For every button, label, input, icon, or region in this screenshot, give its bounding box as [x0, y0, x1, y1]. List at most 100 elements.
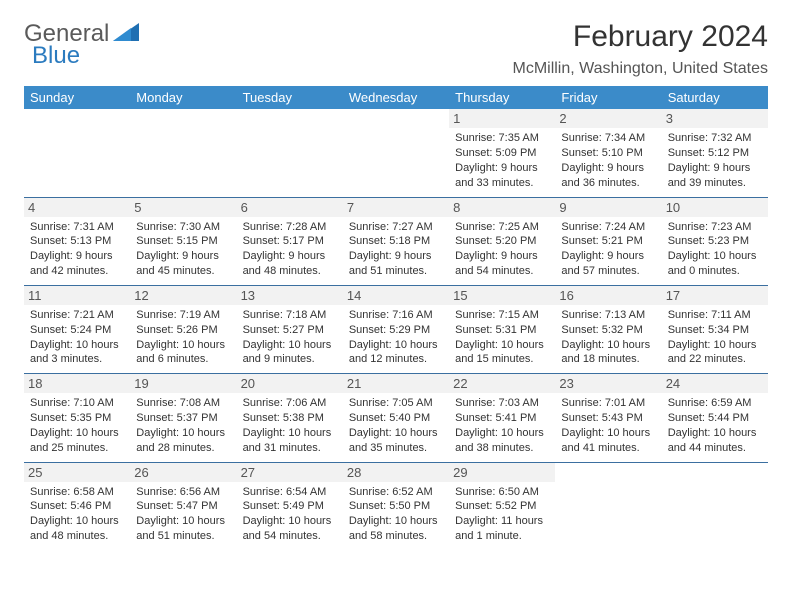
week-row: 25Sunrise: 6:58 AMSunset: 5:46 PMDayligh…	[24, 462, 768, 550]
day-number: 24	[662, 374, 768, 393]
day-info: Sunrise: 7:05 AMSunset: 5:40 PMDaylight:…	[349, 396, 443, 455]
day-cell: 8Sunrise: 7:25 AMSunset: 5:20 PMDaylight…	[449, 197, 555, 285]
day-info: Sunrise: 6:54 AMSunset: 5:49 PMDaylight:…	[243, 485, 337, 544]
day-cell: 1 Sunrise: 7:35 AMSunset: 5:09 PMDaylight…	[449, 109, 555, 197]
day-number: 1	[449, 109, 555, 128]
weekday-header: Wednesday	[343, 86, 449, 109]
day-cell: 17 Sunrise: 7:11 AMSunset: 5:34 PMDayligh…	[662, 285, 768, 373]
day-cell: 9Sunrise: 7:24 AMSunset: 5:21 PMDaylight…	[555, 197, 661, 285]
day-cell: 2 Sunrise: 7:34 AMSunset: 5:10 PMDaylight…	[555, 109, 661, 197]
day-number: 2	[555, 109, 661, 128]
day-info: Sunrise: 6:56 AMSunset: 5:47 PMDaylight:…	[136, 485, 230, 544]
day-cell: 20 Sunrise: 7:06 AMSunset: 5:38 PMDayligh…	[237, 374, 343, 462]
day-cell: 15 Sunrise: 7:15 AMSunset: 5:31 PMDayligh…	[449, 285, 555, 373]
day-cell: 23 Sunrise: 7:01 AMSunset: 5:43 PMDayligh…	[555, 374, 661, 462]
day-number: 23	[555, 374, 661, 393]
weekday-header: Saturday	[662, 86, 768, 109]
day-number: 10	[662, 198, 768, 217]
day-cell: 5 Sunrise: 7:30 AMSunset: 5:15 PMDaylight…	[130, 197, 236, 285]
day-cell: 7 Sunrise: 7:27 AMSunset: 5:18 PMDaylight…	[343, 197, 449, 285]
week-row: 1 Sunrise: 7:35 AMSunset: 5:09 PMDaylight…	[24, 109, 768, 197]
day-cell: 25Sunrise: 6:58 AMSunset: 5:46 PMDayligh…	[24, 462, 130, 550]
weekday-header: Sunday	[24, 86, 130, 109]
day-info: Sunrise: 7:27 AMSunset: 5:18 PMDaylight:…	[349, 220, 443, 279]
day-cell: 12 Sunrise: 7:19 AMSunset: 5:26 PMDayligh…	[130, 285, 236, 373]
weekday-header: Thursday	[449, 86, 555, 109]
day-info: Sunrise: 6:52 AMSunset: 5:50 PMDaylight:…	[349, 485, 443, 544]
day-cell: 13Sunrise: 7:18 AMSunset: 5:27 PMDayligh…	[237, 285, 343, 373]
day-cell: 18 Sunrise: 7:10 AMSunset: 5:35 PMDayligh…	[24, 374, 130, 462]
day-number: 11	[24, 286, 130, 305]
day-cell: 6 Sunrise: 7:28 AMSunset: 5:17 PMDaylight…	[237, 197, 343, 285]
month-title: February 2024	[512, 20, 768, 54]
day-info: Sunrise: 6:50 AMSunset: 5:52 PMDaylight:…	[455, 485, 549, 544]
day-info: Sunrise: 7:19 AMSunset: 5:26 PMDaylight:…	[136, 308, 230, 367]
day-number: 19	[130, 374, 236, 393]
weekday-header: Friday	[555, 86, 661, 109]
logo-word2: Blue	[32, 42, 80, 70]
day-number: 9	[555, 198, 661, 217]
day-number: 5	[130, 198, 236, 217]
day-number: 18	[24, 374, 130, 393]
title-block: February 2024 McMillin, Washington, Unit…	[512, 20, 768, 78]
day-cell	[130, 109, 236, 197]
day-cell: 29 Sunrise: 6:50 AMSunset: 5:52 PMDayligh…	[449, 462, 555, 550]
weekday-header: Monday	[130, 86, 236, 109]
day-info: Sunrise: 7:35 AMSunset: 5:09 PMDaylight:…	[455, 131, 549, 190]
day-info: Sunrise: 7:13 AMSunset: 5:32 PMDaylight:…	[561, 308, 655, 367]
day-info: Sunrise: 7:06 AMSunset: 5:38 PMDaylight:…	[243, 396, 337, 455]
day-cell: 26 Sunrise: 6:56 AMSunset: 5:47 PMDayligh…	[130, 462, 236, 550]
day-number: 26	[130, 463, 236, 482]
day-cell	[662, 462, 768, 550]
day-info: Sunrise: 7:03 AMSunset: 5:41 PMDaylight:…	[455, 396, 549, 455]
day-cell: 22Sunrise: 7:03 AMSunset: 5:41 PMDayligh…	[449, 374, 555, 462]
weekday-header-row: SundayMondayTuesdayWednesdayThursdayFrid…	[24, 86, 768, 109]
day-number: 3	[662, 109, 768, 128]
day-number: 17	[662, 286, 768, 305]
weekday-header: Tuesday	[237, 86, 343, 109]
day-info: Sunrise: 6:59 AMSunset: 5:44 PMDaylight:…	[668, 396, 762, 455]
day-info: Sunrise: 7:16 AMSunset: 5:29 PMDaylight:…	[349, 308, 443, 367]
calendar-body: 1 Sunrise: 7:35 AMSunset: 5:09 PMDaylight…	[24, 109, 768, 550]
day-cell: 4Sunrise: 7:31 AMSunset: 5:13 PMDaylight…	[24, 197, 130, 285]
day-number: 7	[343, 198, 449, 217]
week-row: 11 Sunrise: 7:21 AMSunset: 5:24 PMDayligh…	[24, 285, 768, 373]
day-number: 21	[343, 374, 449, 393]
day-info: Sunrise: 7:28 AMSunset: 5:17 PMDaylight:…	[243, 220, 337, 279]
day-info: Sunrise: 7:34 AMSunset: 5:10 PMDaylight:…	[561, 131, 655, 190]
day-info: Sunrise: 7:30 AMSunset: 5:15 PMDaylight:…	[136, 220, 230, 279]
day-cell: 16 Sunrise: 7:13 AMSunset: 5:32 PMDayligh…	[555, 285, 661, 373]
day-info: Sunrise: 7:01 AMSunset: 5:43 PMDaylight:…	[561, 396, 655, 455]
day-info: Sunrise: 7:11 AMSunset: 5:34 PMDaylight:…	[668, 308, 762, 367]
day-info: Sunrise: 7:10 AMSunset: 5:35 PMDaylight:…	[30, 396, 124, 455]
day-number: 25	[24, 463, 130, 482]
day-info: Sunrise: 7:21 AMSunset: 5:24 PMDaylight:…	[30, 308, 124, 367]
day-number: 15	[449, 286, 555, 305]
day-cell: 27Sunrise: 6:54 AMSunset: 5:49 PMDayligh…	[237, 462, 343, 550]
week-row: 4Sunrise: 7:31 AMSunset: 5:13 PMDaylight…	[24, 197, 768, 285]
day-number: 12	[130, 286, 236, 305]
day-cell: 10 Sunrise: 7:23 AMSunset: 5:23 PMDayligh…	[662, 197, 768, 285]
logo-triangle-icon	[113, 23, 139, 46]
day-info: Sunrise: 7:15 AMSunset: 5:31 PMDaylight:…	[455, 308, 549, 367]
day-number: 8	[449, 198, 555, 217]
day-number: 4	[24, 198, 130, 217]
day-number: 13	[237, 286, 343, 305]
day-cell	[343, 109, 449, 197]
day-cell: 14 Sunrise: 7:16 AMSunset: 5:29 PMDayligh…	[343, 285, 449, 373]
day-info: Sunrise: 7:32 AMSunset: 5:12 PMDaylight:…	[668, 131, 762, 190]
day-number: 14	[343, 286, 449, 305]
day-number: 28	[343, 463, 449, 482]
location: McMillin, Washington, United States	[512, 60, 768, 78]
day-cell: 19Sunrise: 7:08 AMSunset: 5:37 PMDayligh…	[130, 374, 236, 462]
day-info: Sunrise: 7:23 AMSunset: 5:23 PMDaylight:…	[668, 220, 762, 279]
day-number: 6	[237, 198, 343, 217]
day-cell	[237, 109, 343, 197]
logo: General Blue	[24, 20, 139, 70]
day-number: 29	[449, 463, 555, 482]
day-cell: 28 Sunrise: 6:52 AMSunset: 5:50 PMDayligh…	[343, 462, 449, 550]
week-row: 18 Sunrise: 7:10 AMSunset: 5:35 PMDayligh…	[24, 374, 768, 462]
day-number: 16	[555, 286, 661, 305]
day-cell: 3 Sunrise: 7:32 AMSunset: 5:12 PMDaylight…	[662, 109, 768, 197]
day-number: 20	[237, 374, 343, 393]
